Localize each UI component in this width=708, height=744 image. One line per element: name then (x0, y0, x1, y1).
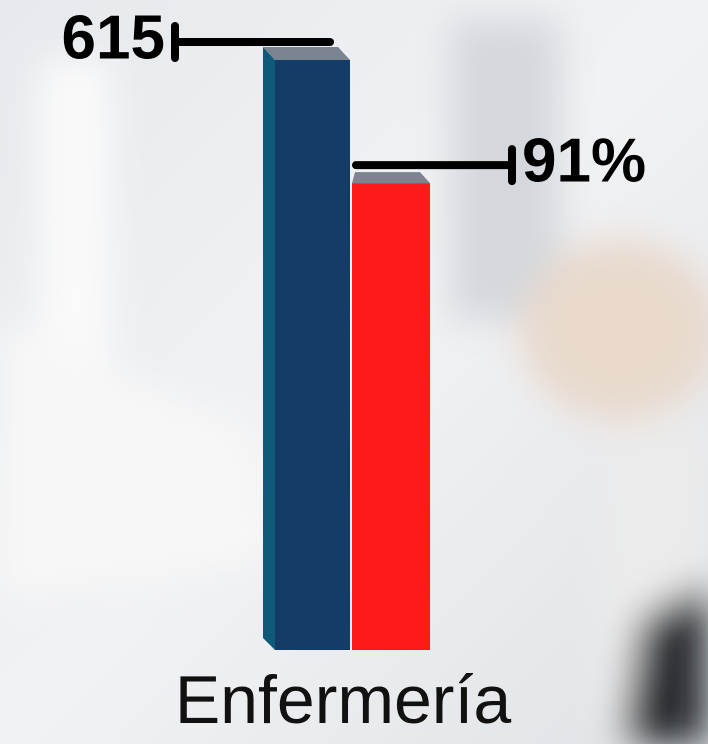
bar-top (352, 172, 430, 184)
bar-side (263, 47, 275, 650)
value-label: 615 (62, 3, 165, 72)
value-label: 91% (522, 127, 646, 196)
bar-top (263, 47, 350, 60)
bar (275, 60, 350, 650)
bar (352, 183, 430, 650)
x-tick-label: Enfermería (175, 662, 512, 738)
background-photo (0, 20, 708, 744)
